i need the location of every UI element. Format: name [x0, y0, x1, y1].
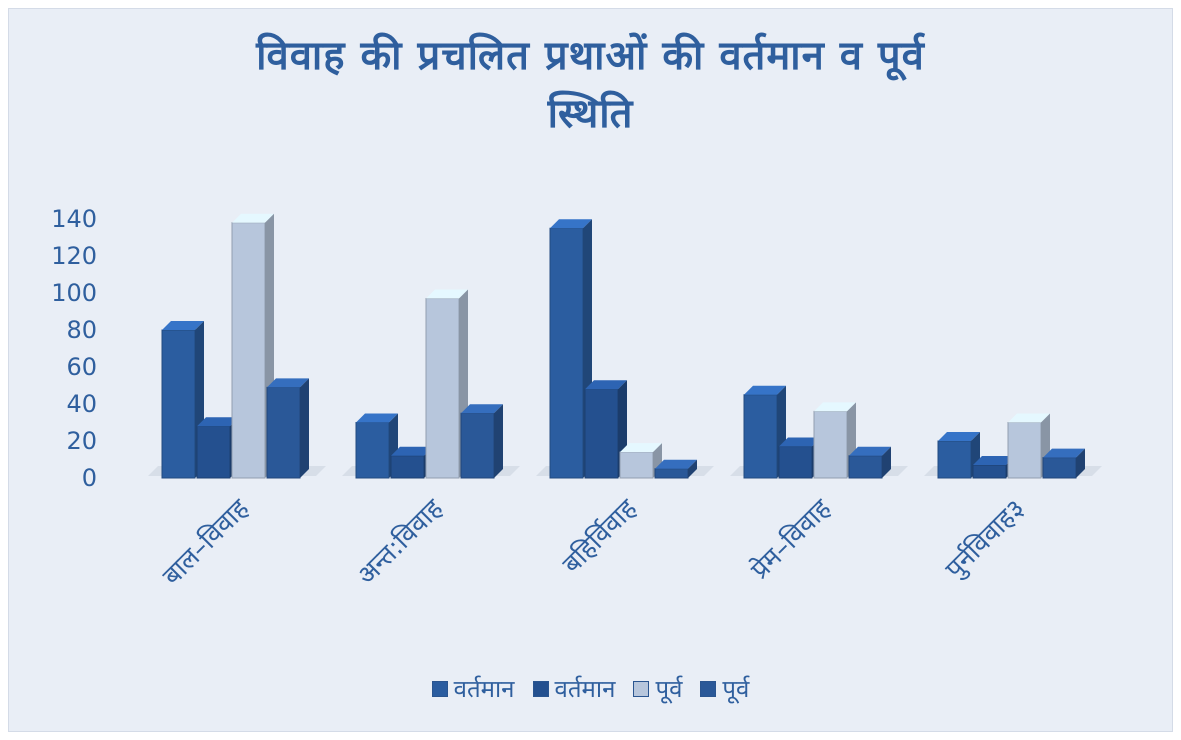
bar-top: [585, 380, 627, 390]
bar: [619, 443, 662, 479]
bar-top: [779, 437, 821, 447]
y-tick-label: 100: [51, 279, 97, 307]
bar-side: [688, 459, 697, 478]
legend: वर्तमान वर्तमान पूर्व पूर्व: [0, 672, 1181, 705]
bar-side: [300, 378, 309, 478]
bar-front: [1042, 457, 1077, 479]
category-label: बहिर्विवाह: [556, 492, 644, 580]
bar-top: [849, 446, 891, 456]
bar-top: [814, 402, 856, 412]
chart-title-line-2: स्थिति: [547, 91, 634, 137]
legend-label: पूर्व: [722, 675, 750, 703]
bar-top: [461, 404, 503, 414]
bar-side: [882, 446, 891, 478]
bar-front: [584, 388, 619, 479]
bar-front: [549, 227, 584, 479]
bar-side: [494, 404, 503, 478]
category-label: पुर्नविवाह३: [939, 493, 1031, 585]
legend-item[interactable]: पूर्व: [700, 672, 749, 705]
bar-top: [973, 456, 1015, 466]
bar: [654, 459, 697, 479]
bar-top: [655, 459, 697, 469]
y-tick-label: 40: [66, 390, 97, 418]
legend-swatch: [532, 680, 549, 697]
legend-swatch: [700, 680, 717, 697]
bar-top: [744, 385, 786, 395]
legend-item[interactable]: वर्तमान: [532, 672, 616, 705]
bar-top: [1008, 413, 1050, 423]
bar-front: [654, 468, 689, 479]
bar-front: [266, 386, 301, 479]
bar-top: [550, 219, 592, 229]
bar-front: [743, 394, 778, 479]
bar-front: [937, 440, 972, 479]
bar-front: [355, 422, 390, 479]
bar-front: [425, 298, 460, 479]
bar-side: [1076, 448, 1085, 478]
legend-label: वर्तमान: [453, 675, 515, 703]
chart-title: विवाह की प्रचलित प्रथाओं की वर्तमान व पू…: [9, 27, 1172, 143]
bar-top: [232, 213, 274, 223]
bar-front: [460, 412, 495, 479]
bar-top: [162, 321, 204, 330]
bar-top: [1043, 448, 1085, 458]
bar-front: [196, 425, 231, 479]
bar-front: [848, 455, 883, 479]
bar-top: [197, 417, 239, 427]
category-label: अन्त:विवाह: [351, 492, 450, 591]
y-tick-label: 0: [82, 464, 97, 492]
bar-top: [391, 446, 433, 456]
bar: [266, 378, 309, 479]
category-label: बाल–विवाह: [156, 492, 255, 591]
bar-front: [778, 446, 813, 479]
legend-label: पूर्व: [655, 675, 683, 703]
chart-title-line-1: विवाह की प्रचलित प्रथाओं की वर्तमान व पू…: [256, 33, 925, 79]
bar-front: [390, 455, 425, 479]
bar: [1042, 448, 1085, 479]
bar-front: [813, 410, 848, 479]
y-tick-label: 20: [66, 427, 97, 455]
legend-swatch: [633, 680, 650, 697]
bar-top: [938, 432, 980, 441]
legend-swatch: [431, 680, 448, 697]
bar-front: [1007, 422, 1042, 479]
bar-front: [619, 451, 654, 479]
bar: [460, 404, 503, 479]
bar-top: [426, 289, 468, 299]
y-tick-label: 120: [51, 242, 97, 270]
y-tick-label: 80: [66, 316, 97, 344]
bar-front: [972, 464, 1007, 479]
legend-item[interactable]: वर्तमान: [431, 672, 515, 705]
y-tick-label: 60: [66, 353, 97, 381]
bar: [848, 446, 891, 479]
bar-top: [267, 378, 309, 388]
category-label: प्रेम–विवाह: [745, 492, 838, 585]
bar-front: [231, 222, 266, 479]
bar-front: [161, 329, 196, 479]
y-tick-label: 140: [51, 205, 97, 233]
bar-top: [620, 443, 662, 453]
bar: [937, 432, 980, 479]
bar-top: [356, 413, 398, 423]
legend-item[interactable]: पूर्व: [633, 672, 682, 705]
bar: [743, 385, 786, 479]
legend-label: वर्तमान: [554, 675, 616, 703]
